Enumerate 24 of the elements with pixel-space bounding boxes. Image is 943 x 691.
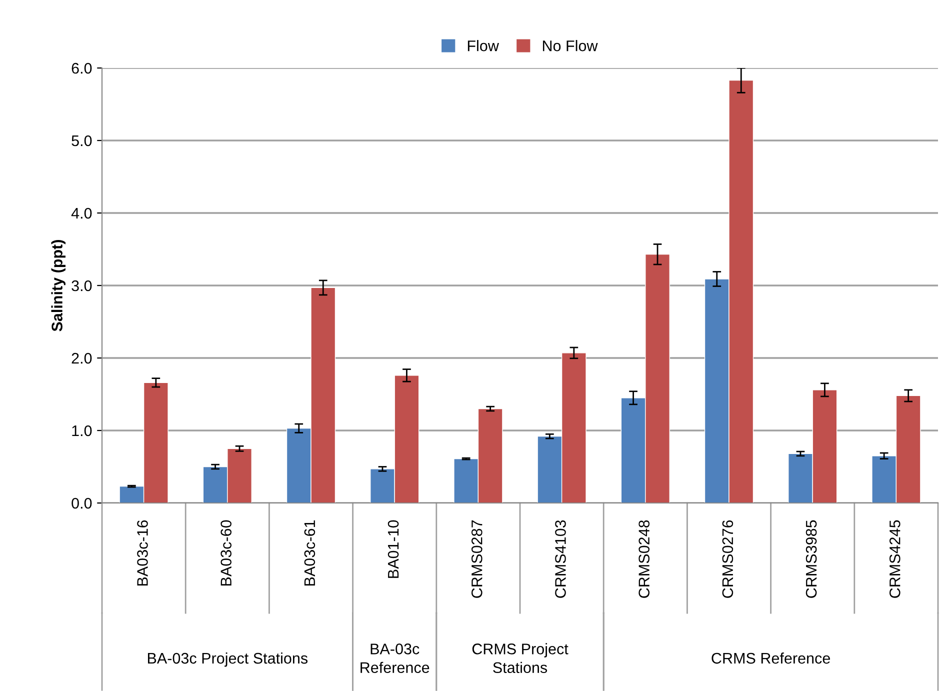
text: BA-03c Reference xyxy=(360,644,430,674)
legend-label: No Flow xyxy=(542,40,598,52)
x-tick-label: CRMS4245 xyxy=(889,520,900,598)
y-tick-label: 3.0 xyxy=(72,280,92,292)
y-tick-label: 2.0 xyxy=(72,352,92,364)
legend-label: Flow xyxy=(468,40,499,52)
text: CRMS Reference xyxy=(712,652,830,664)
y-tick-label: 5.0 xyxy=(72,135,92,146)
text: BA-03c Project Stations xyxy=(148,652,308,667)
y-tick-label: 4.0 xyxy=(71,208,92,219)
x-tick-label: CRMS0276 xyxy=(722,520,734,598)
x-tick-label: BA03c-60 xyxy=(220,520,232,586)
x-tick-label: BA03c-16 xyxy=(137,520,148,586)
y-tick-label: 1.0 xyxy=(72,425,92,436)
x-tick-label: CRMS3985 xyxy=(806,520,817,598)
x-tick-label: CRMS0248 xyxy=(638,520,650,598)
x-tick-label: BA03c-61 xyxy=(304,520,316,586)
x-tick-label: CRMS0287 xyxy=(471,520,482,598)
x-tick-label: BA01-10 xyxy=(388,520,399,578)
x-tick-label: CRMS4103 xyxy=(555,520,566,598)
y-tick-label: 6.0 xyxy=(72,62,92,74)
y-tick-label: 0.0 xyxy=(72,498,92,509)
text: CRMS Project Stations xyxy=(472,643,568,674)
y-axis-title: Salinity (ppt) xyxy=(51,240,66,332)
